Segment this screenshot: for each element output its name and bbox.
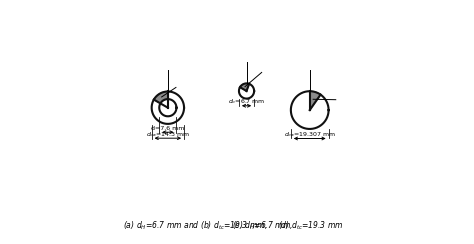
Text: (d) $d_{tc}$=19.3 mm: (d) $d_{tc}$=19.3 mm xyxy=(278,219,343,232)
Text: (c) $d_{H}$=6.7 mm,: (c) $d_{H}$=6.7 mm, xyxy=(232,219,293,232)
Text: d=7.6 mm: d=7.6 mm xyxy=(151,126,184,131)
Polygon shape xyxy=(310,91,320,110)
Text: $d_{oa}$=19.307 mm: $d_{oa}$=19.307 mm xyxy=(283,130,336,139)
Text: $d_{o}$=6.7 mm: $d_{o}$=6.7 mm xyxy=(228,98,265,106)
Polygon shape xyxy=(154,92,168,103)
Text: $d_{oa}$=14.3 mm: $d_{oa}$=14.3 mm xyxy=(146,130,190,139)
Polygon shape xyxy=(240,83,249,91)
Text: (a) $d_{H}$=6.7 mm and (b) $d_{tc}$=19.3 mm,: (a) $d_{H}$=6.7 mm and (b) $d_{tc}$=19.3… xyxy=(123,219,267,232)
